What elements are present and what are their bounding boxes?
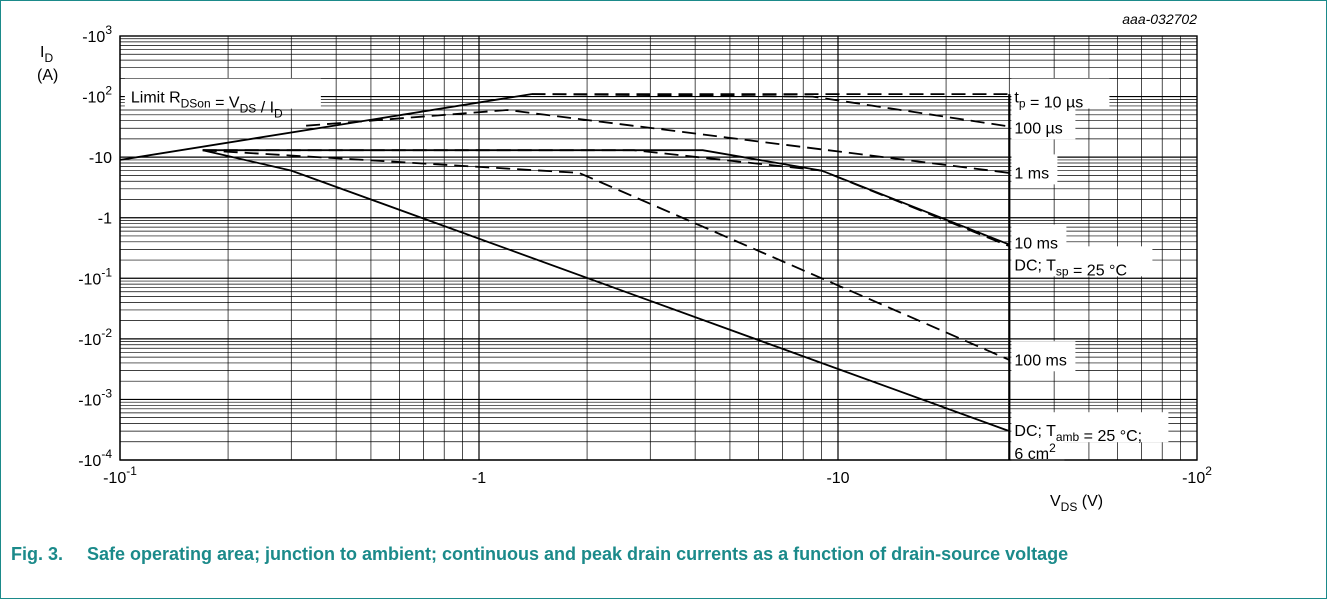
figure-code: aaa-032702 <box>1122 11 1197 27</box>
label-mask <box>1011 154 1058 185</box>
series-tp-100us <box>531 93 1010 128</box>
y-axis-unit: (A) <box>37 67 58 84</box>
label-mask <box>1011 246 1153 277</box>
label-mask <box>1011 341 1076 372</box>
label-mask <box>1011 109 1076 140</box>
label-dc-tsp: DC; Tsp = 25 °C <box>1014 257 1127 279</box>
caption-number: Fig. 3. <box>11 544 64 564</box>
caption-text: Safe operating area; junction to ambient… <box>87 544 1069 564</box>
label-10ms: 10 ms <box>1014 235 1058 252</box>
y-tick-label: -102 <box>82 84 112 107</box>
label-mask <box>124 78 321 109</box>
y-tick-label: -103 <box>82 23 112 46</box>
x-tick-label: -1 <box>472 470 486 487</box>
series-dc-tamb <box>202 149 1010 432</box>
y-tick-label: -10-3 <box>78 386 112 409</box>
y-tick-label: -10-1 <box>78 265 112 288</box>
x-axis-label: VDS (V) <box>1050 493 1103 514</box>
series-rdson-limit <box>119 93 532 161</box>
y-tick-label: -1 <box>98 211 112 228</box>
y-tick-label: -10 <box>89 150 112 167</box>
x-tick-label: -102 <box>1182 464 1212 487</box>
x-tick-label: -10 <box>826 470 849 487</box>
y-tick-label: -10-2 <box>78 326 112 349</box>
label-100ms: 100 ms <box>1014 352 1066 369</box>
plot-border <box>119 35 1198 461</box>
series-tp-1ms <box>306 109 1010 174</box>
soa-chart: Limit RDSon = VDS / ID tp = 10 µs 100 µs 1 … <box>37 11 1212 514</box>
annotation-layer: Limit RDSon = VDS / ID tp = 10 µs 100 µs 1 … <box>124 78 1169 466</box>
figure-caption: Fig. 3. Safe operating area; junction to … <box>11 543 1301 565</box>
series-dc-tsp <box>202 149 1010 246</box>
y-tick-label: -10-4 <box>78 447 112 470</box>
label-dc-tamb-1: DC; Tamb = 25 °C; <box>1014 423 1142 445</box>
series-tp-10ms <box>202 149 1010 247</box>
y-axis-label: ID <box>40 44 53 65</box>
label-dc-tamb-2: 6 cm2 <box>1014 441 1056 463</box>
x-tick-label: -10-1 <box>103 464 137 487</box>
label-1ms: 1 ms <box>1014 165 1049 182</box>
rdson-label: Limit RDSon = VDS / ID <box>131 90 283 121</box>
label-mask <box>1011 78 1110 109</box>
axis-layer: -103-102-10-1-10-1-10-2-10-3-10-4-10-1 -1… <box>37 11 1212 514</box>
label-10us: tp = 10 µs <box>1014 90 1083 112</box>
series-layer <box>119 93 1011 460</box>
label-100us: 100 µs <box>1014 120 1062 137</box>
